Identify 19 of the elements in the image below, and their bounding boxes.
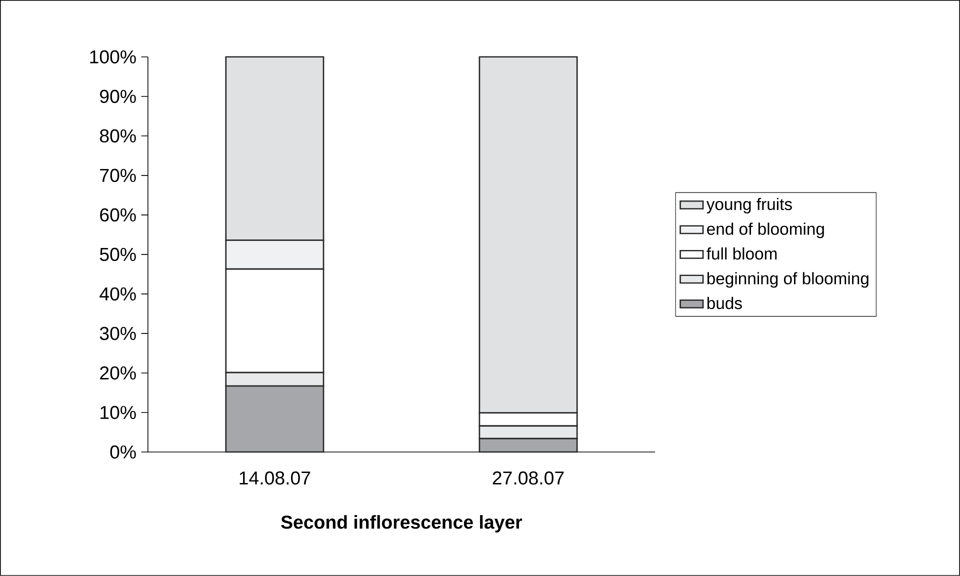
legend-label: young fruits [706, 198, 792, 214]
y-tick-label: 10% [100, 406, 136, 420]
legend-label: end of blooming [707, 222, 824, 238]
x-axis-title: Second inflorescence layer [281, 515, 522, 533]
y-tick-label: 60% [100, 208, 136, 222]
legend-label: full bloom [706, 247, 777, 260]
y-tick-label: 100% [90, 50, 136, 64]
y-tick-label: 40% [100, 287, 136, 301]
y-tick-label: 50% [100, 248, 136, 262]
x-tick-label: 14.08.07 [240, 471, 310, 485]
legend-label: buds [707, 296, 742, 310]
y-tick-label: 80% [100, 129, 136, 143]
y-tick-label: 90% [100, 90, 136, 104]
legend-label: beginning of blooming [707, 272, 868, 288]
y-tick-label: 70% [100, 168, 136, 182]
y-tick-label: 20% [100, 366, 136, 380]
x-tick-label: 27.08.07 [492, 471, 564, 485]
y-tick-label: 0% [110, 445, 136, 459]
y-tick-label: 30% [100, 326, 136, 340]
